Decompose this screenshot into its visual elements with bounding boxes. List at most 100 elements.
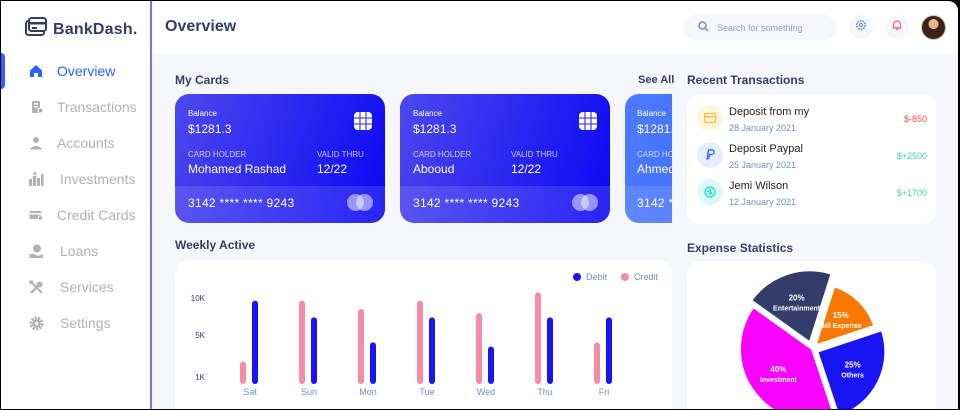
sidebar-item-label: Overview xyxy=(57,63,116,79)
sidebar-item-label: Accounts xyxy=(57,135,115,151)
service-icon xyxy=(28,279,44,295)
transaction-amount: $-850 xyxy=(903,114,927,124)
x-tick-label: Sat xyxy=(243,387,257,397)
valid-thru-label: VALID THRU xyxy=(317,150,364,159)
balance-value: $1281.3 xyxy=(188,122,232,136)
transactions-panel: Deposit from my 28 January 2021 $-850 De… xyxy=(687,94,936,224)
bell-icon xyxy=(891,18,903,36)
sidebar-item-accounts[interactable]: Accounts xyxy=(1,125,150,161)
sidebar-item-settings[interactable]: Settings xyxy=(1,305,150,341)
pie-slice xyxy=(816,328,887,409)
card-holder-name: Ahmed xyxy=(637,162,672,176)
notifications-button[interactable] xyxy=(885,15,909,39)
credit-bar xyxy=(535,292,541,384)
legend-credit: Credit xyxy=(621,272,658,282)
sidebar-item-label: Loans xyxy=(60,243,99,259)
transaction-row[interactable]: Jemi Wilson 12 January 2021 $+1700 xyxy=(697,179,929,207)
card-holder-label: CARD HOLDER xyxy=(413,150,472,159)
pie-slice xyxy=(749,269,833,344)
transaction-amount: $+1700 xyxy=(896,188,927,198)
expense-statistics-chart: 20% Entertainment 15% Bill Expense 25% Others… xyxy=(687,261,936,409)
app-name: BankDash. xyxy=(53,20,138,38)
card-icon xyxy=(697,105,723,131)
sidebar-item-loans[interactable]: Loans xyxy=(1,233,150,269)
sidebar-item-label: Credit Cards xyxy=(57,207,136,223)
pie-value-label: 40% xyxy=(770,365,786,374)
card-holder-name: Abooud xyxy=(413,162,455,176)
loan-icon xyxy=(28,243,44,259)
card-holder-name: Mohamed Rashad xyxy=(188,162,287,176)
search-box[interactable] xyxy=(684,14,836,41)
credit-bar xyxy=(417,300,423,384)
pie-value-label: 20% xyxy=(789,294,805,303)
chip-icon xyxy=(353,111,373,131)
card-holder-label: CARD HOLDER xyxy=(188,150,247,159)
x-tick-label: Sun xyxy=(301,387,317,397)
x-tick-label: Mon xyxy=(359,387,377,397)
sidebar-item-services[interactable]: Services xyxy=(1,269,150,305)
logo-icon xyxy=(25,17,47,42)
sidebar-item-label: Investments xyxy=(60,171,136,187)
dollar-icon xyxy=(697,179,723,205)
transfer-icon xyxy=(28,99,44,115)
sidebar-item-overview[interactable]: Overview xyxy=(1,53,150,89)
legend-dot xyxy=(621,273,629,281)
balance-label: Balance xyxy=(637,109,666,118)
credit-bar xyxy=(299,300,305,384)
sidebar-item-investments[interactable]: Investments xyxy=(1,161,150,197)
card-footer: 3142 **** **** 9243 xyxy=(175,186,385,223)
legend-dot xyxy=(573,273,581,281)
card-number: 3142 **** **** 9243 xyxy=(637,196,672,210)
gear-icon xyxy=(855,18,867,36)
settings-button[interactable] xyxy=(849,15,873,39)
see-all-link[interactable]: See All xyxy=(638,74,675,86)
transaction-amount: $+2500 xyxy=(896,151,927,161)
pie-slice xyxy=(813,285,876,348)
legend-label: Debit xyxy=(586,272,608,282)
search-input[interactable] xyxy=(717,22,827,33)
sidebar-nav: Overview Transactions Accounts Investmen… xyxy=(1,53,150,341)
transaction-row[interactable]: Deposit from my 28 January 2021 $-850 xyxy=(697,105,929,133)
balance-value: $1281.3 xyxy=(637,122,672,136)
credit-card[interactable]: Balance $1281.3 CARD HOLDER Ahmed 3142 *… xyxy=(625,94,672,223)
pie-category-label: Investment xyxy=(760,377,798,384)
sidebar-item-credit-cards[interactable]: Credit Cards xyxy=(1,197,150,233)
expense-statistics-title: Expense Statistics xyxy=(687,241,794,255)
transaction-row[interactable]: Deposit Paypal 25 January 2021 $+2500 xyxy=(697,142,929,170)
debit-bar xyxy=(429,317,435,384)
home-icon xyxy=(28,63,44,79)
pie-category-label: Bill Expense xyxy=(820,323,862,330)
x-tick-label: Fri xyxy=(599,387,610,397)
credit-bar xyxy=(476,313,482,384)
x-tick-label: Wed xyxy=(477,387,495,397)
debit-bar xyxy=(547,317,553,384)
credit-card-icon xyxy=(28,207,44,223)
pie-category-label: Others xyxy=(841,372,864,379)
recent-transactions-title: Recent Transactions xyxy=(687,73,805,87)
my-cards-title: My Cards xyxy=(175,73,230,87)
pie-chart-svg: 20% Entertainment 15% Bill Expense 25% Others… xyxy=(739,269,887,409)
card-footer: 3142 **** **** 9243 xyxy=(625,186,672,223)
sidebar-item-label: Settings xyxy=(60,315,111,331)
y-tick-label: 5K xyxy=(195,331,205,340)
avatar[interactable] xyxy=(921,15,946,40)
search-icon xyxy=(698,19,709,37)
credit-card[interactable]: Balance $1281.3 CARD HOLDER Mohamed Rash… xyxy=(175,94,385,223)
x-tick-label: Tue xyxy=(419,387,434,397)
page-title: Overview xyxy=(165,18,237,35)
sidebar: BankDash. Overview Transactions Accounts xyxy=(1,1,152,409)
card-number: 3142 **** **** 9243 xyxy=(413,196,520,210)
logo[interactable]: BankDash. xyxy=(25,17,138,42)
credit-bar xyxy=(594,342,600,384)
sidebar-item-transactions[interactable]: Transactions xyxy=(1,89,150,125)
paypal-icon xyxy=(697,142,723,168)
credit-bar xyxy=(358,309,364,384)
x-tick-label: Thu xyxy=(537,387,553,397)
y-tick-label: 10K xyxy=(191,294,206,303)
transaction-date: 25 January 2021 xyxy=(729,160,797,170)
user-icon xyxy=(28,135,44,151)
sidebar-item-label: Services xyxy=(60,279,114,295)
credit-card[interactable]: Balance $1281.3 CARD HOLDER Abooud VALID… xyxy=(400,94,610,223)
valid-thru-label: VALID THRU xyxy=(511,150,558,159)
